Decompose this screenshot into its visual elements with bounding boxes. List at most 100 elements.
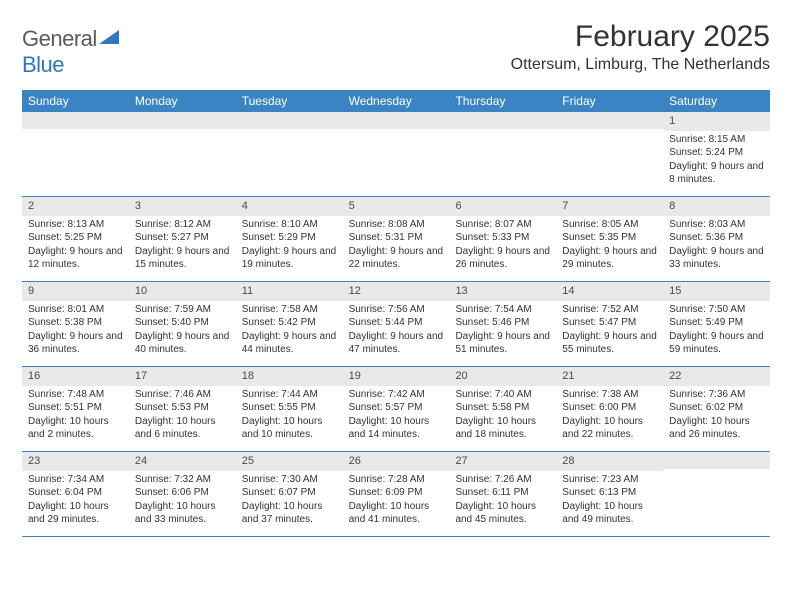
sunrise-text: Sunrise: 7:46 AM [135, 388, 230, 402]
day-number: 22 [663, 367, 770, 386]
title-block: February 2025 Ottersum, Limburg, The Net… [511, 20, 770, 74]
daylight-text: Daylight: 9 hours and 8 minutes. [669, 160, 764, 187]
sunrise-text: Sunrise: 8:01 AM [28, 303, 123, 317]
weekday-saturday: Saturday [663, 90, 770, 112]
sunrise-text: Sunrise: 8:07 AM [455, 218, 550, 232]
sunset-text: Sunset: 5:36 PM [669, 231, 764, 245]
day-number [236, 112, 343, 129]
sunset-text: Sunset: 5:24 PM [669, 146, 764, 160]
day-cell: 7Sunrise: 8:05 AMSunset: 5:35 PMDaylight… [556, 197, 663, 281]
day-number: 3 [129, 197, 236, 216]
sunset-text: Sunset: 6:09 PM [349, 486, 444, 500]
day-body: Sunrise: 7:34 AMSunset: 6:04 PMDaylight:… [22, 471, 129, 531]
day-cell: 26Sunrise: 7:28 AMSunset: 6:09 PMDayligh… [343, 452, 450, 536]
logo-text-blue: Blue [22, 52, 64, 77]
day-cell: 16Sunrise: 7:48 AMSunset: 5:51 PMDayligh… [22, 367, 129, 451]
day-body: Sunrise: 7:42 AMSunset: 5:57 PMDaylight:… [343, 386, 450, 446]
daylight-text: Daylight: 10 hours and 49 minutes. [562, 500, 657, 527]
day-cell [556, 112, 663, 196]
sunset-text: Sunset: 5:46 PM [455, 316, 550, 330]
sunrise-text: Sunrise: 7:44 AM [242, 388, 337, 402]
day-body: Sunrise: 7:30 AMSunset: 6:07 PMDaylight:… [236, 471, 343, 531]
day-cell: 12Sunrise: 7:56 AMSunset: 5:44 PMDayligh… [343, 282, 450, 366]
day-body: Sunrise: 8:03 AMSunset: 5:36 PMDaylight:… [663, 216, 770, 276]
week-row: 9Sunrise: 8:01 AMSunset: 5:38 PMDaylight… [22, 282, 770, 367]
day-number: 14 [556, 282, 663, 301]
sunrise-text: Sunrise: 7:50 AM [669, 303, 764, 317]
day-cell: 28Sunrise: 7:23 AMSunset: 6:13 PMDayligh… [556, 452, 663, 536]
sunrise-text: Sunrise: 7:52 AM [562, 303, 657, 317]
sunrise-text: Sunrise: 7:32 AM [135, 473, 230, 487]
sunrise-text: Sunrise: 8:15 AM [669, 133, 764, 147]
day-cell: 20Sunrise: 7:40 AMSunset: 5:58 PMDayligh… [449, 367, 556, 451]
day-body: Sunrise: 7:26 AMSunset: 6:11 PMDaylight:… [449, 471, 556, 531]
sunset-text: Sunset: 5:27 PM [135, 231, 230, 245]
sunset-text: Sunset: 6:04 PM [28, 486, 123, 500]
day-cell: 10Sunrise: 7:59 AMSunset: 5:40 PMDayligh… [129, 282, 236, 366]
day-body: Sunrise: 7:52 AMSunset: 5:47 PMDaylight:… [556, 301, 663, 361]
day-body: Sunrise: 7:36 AMSunset: 6:02 PMDaylight:… [663, 386, 770, 446]
daylight-text: Daylight: 10 hours and 6 minutes. [135, 415, 230, 442]
day-number: 21 [556, 367, 663, 386]
daylight-text: Daylight: 9 hours and 29 minutes. [562, 245, 657, 272]
sunrise-text: Sunrise: 7:36 AM [669, 388, 764, 402]
day-body: Sunrise: 7:48 AMSunset: 5:51 PMDaylight:… [22, 386, 129, 446]
sunrise-text: Sunrise: 7:54 AM [455, 303, 550, 317]
sunset-text: Sunset: 6:07 PM [242, 486, 337, 500]
daylight-text: Daylight: 10 hours and 22 minutes. [562, 415, 657, 442]
day-number [449, 112, 556, 129]
day-cell: 6Sunrise: 8:07 AMSunset: 5:33 PMDaylight… [449, 197, 556, 281]
day-cell: 23Sunrise: 7:34 AMSunset: 6:04 PMDayligh… [22, 452, 129, 536]
daylight-text: Daylight: 10 hours and 10 minutes. [242, 415, 337, 442]
day-number: 7 [556, 197, 663, 216]
day-number: 18 [236, 367, 343, 386]
daylight-text: Daylight: 10 hours and 33 minutes. [135, 500, 230, 527]
sunset-text: Sunset: 5:25 PM [28, 231, 123, 245]
daylight-text: Daylight: 9 hours and 40 minutes. [135, 330, 230, 357]
daylight-text: Daylight: 9 hours and 15 minutes. [135, 245, 230, 272]
sunrise-text: Sunrise: 8:03 AM [669, 218, 764, 232]
sunrise-text: Sunrise: 8:08 AM [349, 218, 444, 232]
daylight-text: Daylight: 9 hours and 51 minutes. [455, 330, 550, 357]
sunset-text: Sunset: 5:47 PM [562, 316, 657, 330]
day-number: 9 [22, 282, 129, 301]
daylight-text: Daylight: 9 hours and 12 minutes. [28, 245, 123, 272]
sunset-text: Sunset: 5:38 PM [28, 316, 123, 330]
sunrise-text: Sunrise: 7:56 AM [349, 303, 444, 317]
day-cell: 22Sunrise: 7:36 AMSunset: 6:02 PMDayligh… [663, 367, 770, 451]
sunset-text: Sunset: 5:44 PM [349, 316, 444, 330]
day-cell: 8Sunrise: 8:03 AMSunset: 5:36 PMDaylight… [663, 197, 770, 281]
day-cell: 1Sunrise: 8:15 AMSunset: 5:24 PMDaylight… [663, 112, 770, 196]
daylight-text: Daylight: 9 hours and 44 minutes. [242, 330, 337, 357]
week-row: 2Sunrise: 8:13 AMSunset: 5:25 PMDaylight… [22, 197, 770, 282]
day-body: Sunrise: 8:13 AMSunset: 5:25 PMDaylight:… [22, 216, 129, 276]
day-cell: 21Sunrise: 7:38 AMSunset: 6:00 PMDayligh… [556, 367, 663, 451]
day-cell: 24Sunrise: 7:32 AMSunset: 6:06 PMDayligh… [129, 452, 236, 536]
day-number: 28 [556, 452, 663, 471]
location: Ottersum, Limburg, The Netherlands [511, 56, 770, 74]
daylight-text: Daylight: 9 hours and 22 minutes. [349, 245, 444, 272]
day-number: 27 [449, 452, 556, 471]
day-number [556, 112, 663, 129]
day-cell: 11Sunrise: 7:58 AMSunset: 5:42 PMDayligh… [236, 282, 343, 366]
day-number: 5 [343, 197, 450, 216]
sunset-text: Sunset: 6:11 PM [455, 486, 550, 500]
calendar-page: General Blue February 2025 Ottersum, Lim… [0, 0, 792, 547]
day-number: 8 [663, 197, 770, 216]
day-body: Sunrise: 8:01 AMSunset: 5:38 PMDaylight:… [22, 301, 129, 361]
weekday-friday: Friday [556, 90, 663, 112]
day-body: Sunrise: 8:08 AMSunset: 5:31 PMDaylight:… [343, 216, 450, 276]
daylight-text: Daylight: 9 hours and 19 minutes. [242, 245, 337, 272]
sunrise-text: Sunrise: 7:30 AM [242, 473, 337, 487]
daylight-text: Daylight: 10 hours and 2 minutes. [28, 415, 123, 442]
day-number [22, 112, 129, 129]
sunrise-text: Sunrise: 8:05 AM [562, 218, 657, 232]
day-number: 23 [22, 452, 129, 471]
day-body: Sunrise: 7:56 AMSunset: 5:44 PMDaylight:… [343, 301, 450, 361]
day-number: 17 [129, 367, 236, 386]
day-number: 10 [129, 282, 236, 301]
day-cell: 19Sunrise: 7:42 AMSunset: 5:57 PMDayligh… [343, 367, 450, 451]
day-body: Sunrise: 7:54 AMSunset: 5:46 PMDaylight:… [449, 301, 556, 361]
day-body: Sunrise: 8:12 AMSunset: 5:27 PMDaylight:… [129, 216, 236, 276]
day-number: 6 [449, 197, 556, 216]
